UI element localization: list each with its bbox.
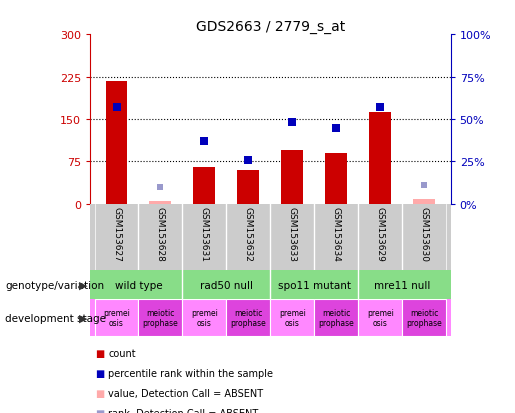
Bar bbox=[369, 112, 391, 204]
Text: genotype/variation: genotype/variation bbox=[5, 280, 104, 290]
Text: GSM153629: GSM153629 bbox=[376, 206, 385, 261]
Text: meiotic
prophase: meiotic prophase bbox=[406, 309, 442, 328]
Text: rad50 null: rad50 null bbox=[200, 280, 253, 290]
Bar bbox=[182, 299, 227, 337]
Text: ■: ■ bbox=[95, 408, 105, 413]
Text: meiotic
prophase: meiotic prophase bbox=[231, 309, 266, 328]
Text: value, Detection Call = ABSENT: value, Detection Call = ABSENT bbox=[108, 388, 263, 398]
Text: percentile rank within the sample: percentile rank within the sample bbox=[108, 368, 273, 378]
Bar bbox=[106, 81, 128, 204]
Text: development stage: development stage bbox=[5, 313, 106, 323]
Text: mre11 null: mre11 null bbox=[374, 280, 431, 290]
Bar bbox=[139, 299, 182, 337]
Bar bbox=[325, 154, 347, 204]
Bar bbox=[95, 299, 139, 337]
Text: premei
osis: premei osis bbox=[367, 309, 394, 328]
Bar bbox=[413, 200, 435, 204]
Text: ▶: ▶ bbox=[79, 280, 88, 290]
Bar bbox=[281, 151, 303, 204]
Text: meiotic
prophase: meiotic prophase bbox=[143, 309, 178, 328]
Text: GSM153630: GSM153630 bbox=[420, 206, 429, 261]
Bar bbox=[227, 299, 270, 337]
Bar bbox=[237, 171, 260, 204]
Title: GDS2663 / 2779_s_at: GDS2663 / 2779_s_at bbox=[196, 20, 345, 34]
Text: GSM153627: GSM153627 bbox=[112, 206, 121, 261]
Text: meiotic
prophase: meiotic prophase bbox=[318, 309, 354, 328]
Text: premei
osis: premei osis bbox=[279, 309, 306, 328]
Text: GSM153633: GSM153633 bbox=[288, 206, 297, 261]
Text: ▶: ▶ bbox=[79, 313, 88, 323]
Text: ■: ■ bbox=[95, 368, 105, 378]
Text: ■: ■ bbox=[95, 388, 105, 398]
Bar bbox=[402, 299, 446, 337]
Bar bbox=[270, 299, 314, 337]
Bar bbox=[314, 299, 358, 337]
Bar bbox=[358, 299, 402, 337]
Bar bbox=[149, 202, 171, 204]
Text: rank, Detection Call = ABSENT: rank, Detection Call = ABSENT bbox=[108, 408, 259, 413]
Text: premei
osis: premei osis bbox=[191, 309, 218, 328]
Text: GSM153631: GSM153631 bbox=[200, 206, 209, 261]
Bar bbox=[194, 168, 215, 204]
Text: premei
osis: premei osis bbox=[103, 309, 130, 328]
Text: ■: ■ bbox=[95, 348, 105, 358]
Text: GSM153632: GSM153632 bbox=[244, 206, 253, 261]
Text: spo11 mutant: spo11 mutant bbox=[278, 280, 351, 290]
Text: GSM153628: GSM153628 bbox=[156, 206, 165, 261]
Text: GSM153634: GSM153634 bbox=[332, 206, 341, 261]
Text: count: count bbox=[108, 348, 136, 358]
Text: wild type: wild type bbox=[115, 280, 162, 290]
